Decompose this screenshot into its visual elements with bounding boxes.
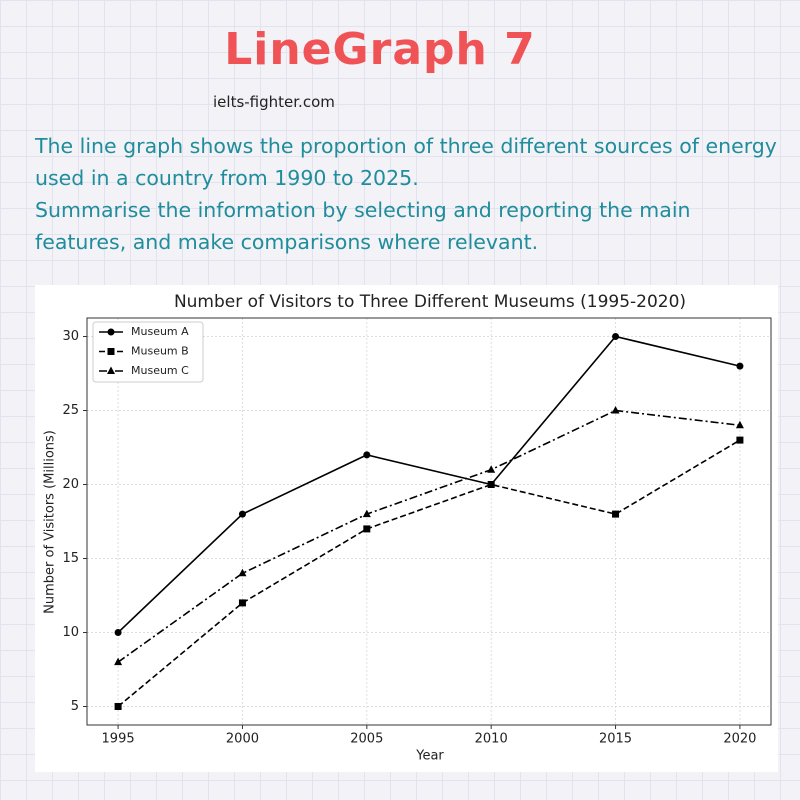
legend-label: Museum A bbox=[131, 325, 189, 338]
page-title: LineGraph 7 bbox=[224, 24, 536, 75]
y-tick-label: 20 bbox=[62, 477, 79, 492]
x-tick-label: 2000 bbox=[226, 732, 259, 747]
x-tick-label: 2005 bbox=[350, 732, 383, 747]
chart-title: Number of Visitors to Three Different Mu… bbox=[174, 292, 686, 312]
x-tick-label: 2010 bbox=[475, 732, 508, 747]
marker bbox=[107, 328, 115, 336]
marker bbox=[114, 703, 122, 710]
marker bbox=[238, 568, 247, 577]
marker bbox=[363, 525, 371, 533]
x-tick-label: 2015 bbox=[599, 732, 632, 747]
marker bbox=[487, 481, 495, 488]
series-line bbox=[117, 439, 741, 708]
marker bbox=[114, 629, 122, 636]
plot-frame bbox=[86, 317, 772, 726]
marker bbox=[736, 436, 744, 444]
y-tick-label: 5 bbox=[71, 699, 79, 714]
task-paragraph: Summarise the information by selecting a… bbox=[35, 198, 691, 254]
series-line bbox=[117, 335, 741, 634]
series-line bbox=[117, 409, 741, 663]
x-axis-label: Year bbox=[415, 749, 444, 764]
y-tick-label: 30 bbox=[62, 329, 79, 344]
marker bbox=[611, 406, 620, 414]
legend-label: Museum B bbox=[131, 345, 189, 358]
marker bbox=[363, 451, 371, 459]
marker bbox=[736, 362, 744, 370]
marker bbox=[612, 510, 620, 518]
marker bbox=[107, 366, 115, 374]
y-axis-label: Number of Visitors (Millions) bbox=[43, 430, 58, 614]
source: ielts-fighter.com bbox=[213, 93, 335, 111]
marker bbox=[114, 657, 123, 666]
task-text: The line graph shows the proportion of t… bbox=[35, 130, 785, 258]
marker bbox=[238, 510, 246, 518]
legend-label: Museum C bbox=[131, 364, 189, 377]
legend-box bbox=[92, 321, 204, 383]
x-tick-label: 2020 bbox=[723, 732, 756, 747]
marker bbox=[107, 348, 115, 355]
y-tick-label: 25 bbox=[62, 403, 79, 418]
task-paragraph: The line graph shows the proportion of t… bbox=[35, 134, 777, 190]
marker bbox=[612, 333, 620, 340]
y-tick-label: 10 bbox=[62, 625, 79, 640]
y-tick-label: 15 bbox=[62, 551, 79, 566]
marker bbox=[238, 599, 246, 607]
marker bbox=[362, 509, 371, 518]
marker bbox=[487, 465, 496, 473]
x-tick-label: 1995 bbox=[102, 732, 135, 747]
marker bbox=[735, 420, 744, 429]
